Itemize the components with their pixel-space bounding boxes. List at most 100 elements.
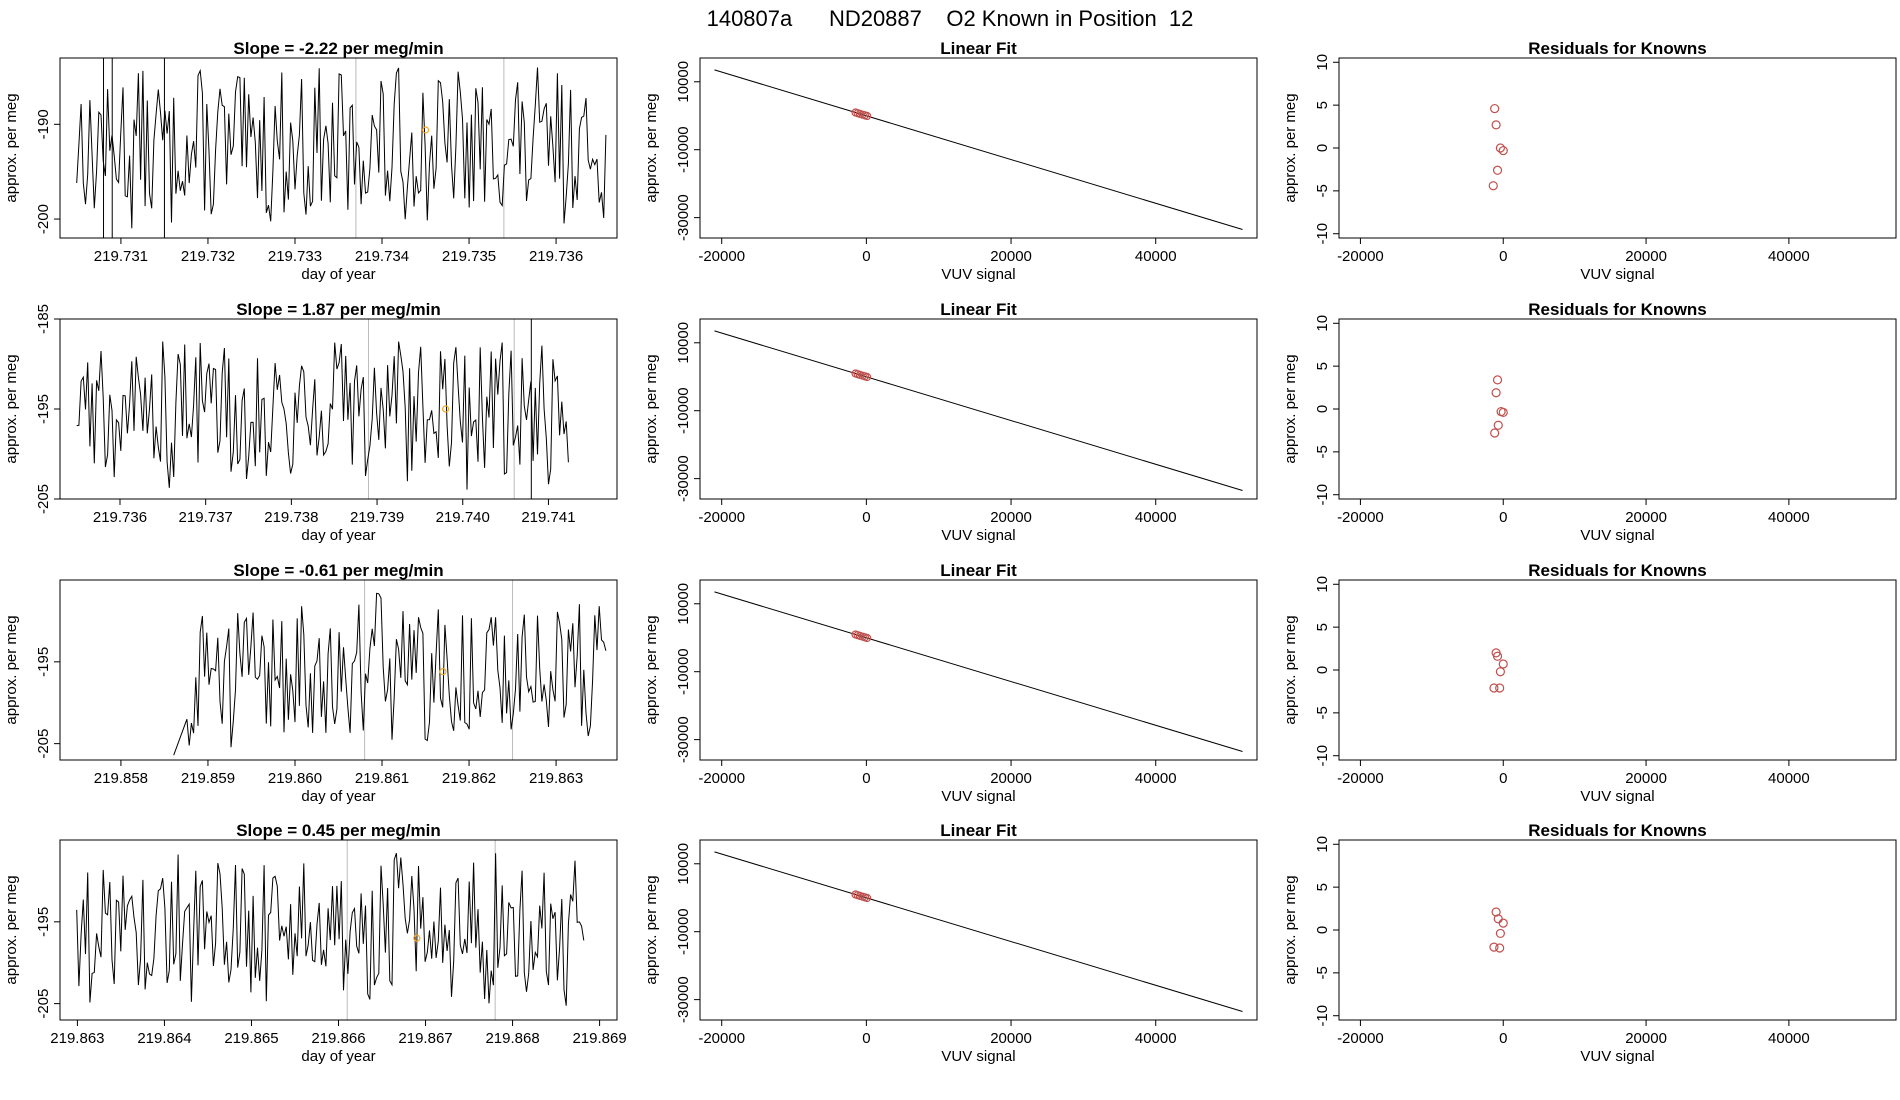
y-tick-label: 10 (1314, 54, 1331, 71)
y-axis-label: approx. per meg (3, 354, 20, 463)
y-axis-label: approx. per meg (3, 615, 20, 724)
residual-point (1491, 388, 1501, 398)
panel-title: Slope = 1.87 per meg/min (236, 300, 441, 319)
x-tick-label: 219.865 (224, 1030, 278, 1047)
x-tick-label: 20000 (990, 770, 1032, 787)
plot-area (76, 58, 607, 238)
x-tick-label: 40000 (1768, 770, 1810, 787)
y-tick-label: -195 (35, 394, 52, 424)
x-tick-label: 219.736 (93, 509, 147, 526)
plot-area (714, 851, 1243, 1012)
plot-area (714, 591, 1243, 752)
residual-point (1490, 428, 1500, 438)
panel-title: Slope = 0.45 per meg/min (236, 821, 441, 840)
y-tick-label: -10000 (675, 126, 692, 173)
x-tick-label: -20000 (698, 770, 745, 787)
plot-frame (699, 579, 1258, 761)
y-tick-label: 5 (1314, 623, 1331, 631)
panel-title: Linear Fit (940, 561, 1017, 580)
x-axis-label: VUV signal (1580, 1048, 1654, 1065)
x-tick-label: 20000 (1625, 248, 1667, 265)
y-tick-label: -190 (35, 109, 52, 139)
y-tick-label: -5 (1314, 966, 1331, 979)
panel-title: Linear Fit (940, 39, 1017, 58)
mean-marker (442, 405, 450, 413)
x-tick-label: 0 (862, 509, 870, 526)
mean-marker (421, 126, 430, 134)
y-axis-label: approx. per meg (1282, 93, 1299, 202)
y-tick-label: -5 (1314, 706, 1331, 719)
mean-marker (413, 934, 421, 942)
y-tick-label: -10 (1314, 745, 1331, 767)
x-tick-label: 219.858 (94, 770, 148, 787)
x-tick-label: -20000 (1337, 248, 1384, 265)
x-tick-label: 40000 (1135, 509, 1177, 526)
residual-point (1489, 942, 1499, 952)
x-tick-label: 219.869 (572, 1030, 626, 1047)
x-axis-label: VUV signal (1580, 788, 1654, 805)
y-tick-label: 5 (1314, 101, 1331, 109)
x-tick-label: 219.861 (355, 770, 409, 787)
signal-trace (76, 852, 585, 1006)
y-axis-label: approx. per meg (643, 354, 660, 463)
plot-frame (699, 57, 1258, 239)
x-tick-label: 219.740 (436, 509, 490, 526)
x-tick-label: 219.734 (355, 248, 409, 265)
x-tick-label: 219.733 (268, 248, 322, 265)
x-axis-label: day of year (301, 266, 375, 283)
y-tick-label: -10000 (675, 387, 692, 434)
residual-point (1490, 103, 1500, 114)
panel-9: Residuals for Knowns -20000 0 20000 40000 10 5… (1282, 561, 1897, 805)
plot-area (76, 840, 585, 1020)
x-tick-label: 219.732 (181, 248, 235, 265)
signal-trace (173, 592, 607, 756)
y-tick-label: -195 (35, 647, 52, 677)
x-tick-label: 219.866 (311, 1030, 365, 1047)
panel-10: Slope = 0.45 per meg/min 219.863 219.864 21… (3, 821, 627, 1065)
data-point (862, 633, 872, 643)
y-tick-label: -200 (35, 204, 52, 234)
residual-point (1495, 928, 1505, 939)
residual-point (1495, 943, 1505, 953)
plot-area (1488, 103, 1508, 191)
panel-1: Slope = -2.22 per meg/min 219.731 219.732 2… (3, 39, 618, 283)
panel-4: Slope = 1.87 per meg/min 219.736 219.737 21… (3, 300, 618, 544)
plot-area (173, 580, 607, 760)
y-tick-label: 0 (1314, 405, 1331, 413)
plot-area (1489, 648, 1508, 693)
panel-title: Slope = -0.61 per meg/min (233, 561, 443, 580)
plot-area (76, 319, 569, 499)
signal-trace (76, 67, 607, 229)
residual-point (1495, 667, 1505, 677)
panels-group: Slope = -2.22 per meg/min 219.731 219.732 2… (3, 39, 1897, 1065)
y-tick-label: 10000 (675, 843, 692, 885)
x-tick-label: 219.741 (521, 509, 575, 526)
x-axis-label: VUV signal (941, 1048, 1015, 1065)
x-tick-label: 0 (862, 1030, 870, 1047)
y-axis-label: approx. per meg (1282, 354, 1299, 463)
x-axis-label: VUV signal (941, 527, 1015, 544)
x-tick-label: 219.731 (94, 248, 148, 265)
plot-area (1489, 907, 1508, 953)
x-tick-label: 219.863 (529, 770, 583, 787)
signal-trace (76, 341, 569, 490)
plot-frame (1338, 318, 1897, 500)
title-run-id: 140807a (707, 6, 793, 31)
y-tick-label: -10000 (675, 648, 692, 695)
y-tick-label: 10000 (675, 583, 692, 625)
x-tick-label: -20000 (1337, 509, 1384, 526)
fit-line (714, 851, 1243, 1012)
x-tick-label: 40000 (1135, 248, 1177, 265)
y-tick-label: -5 (1314, 445, 1331, 458)
y-tick-label: 0 (1314, 666, 1331, 674)
y-axis-label: approx. per meg (1282, 875, 1299, 984)
residual-point (1498, 407, 1508, 418)
x-axis-label: VUV signal (941, 788, 1015, 805)
residual-point (1493, 420, 1503, 430)
x-tick-label: 219.863 (50, 1030, 104, 1047)
plot-area (714, 330, 1243, 491)
y-axis-label: approx. per meg (3, 875, 20, 984)
residual-point (1491, 907, 1501, 917)
x-tick-label: 219.739 (350, 509, 404, 526)
